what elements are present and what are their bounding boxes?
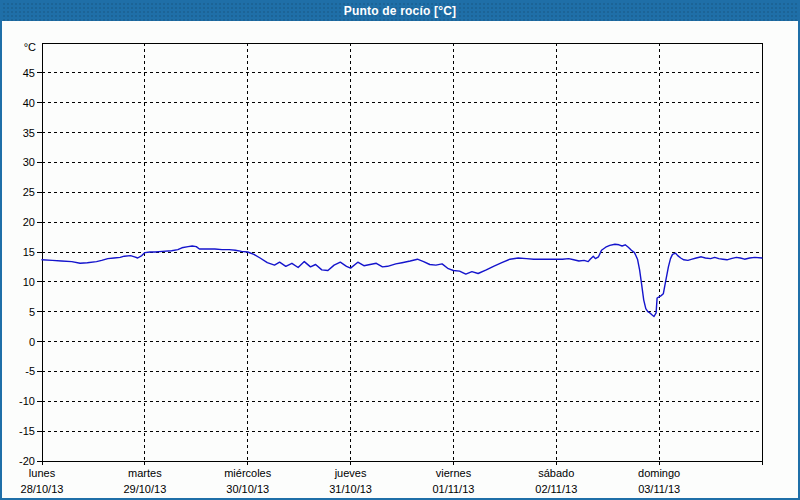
y-tick-label: 30 xyxy=(23,156,35,168)
y-tick-label: 20 xyxy=(23,216,35,228)
x-day-name-label: lunes xyxy=(29,467,56,479)
y-axis-unit-label: °C xyxy=(24,41,36,53)
x-day-date-label: 28/10/13 xyxy=(21,483,64,495)
title-bar: Punto de rocío [°C] xyxy=(2,2,798,21)
chart-title: Punto de rocío [°C] xyxy=(344,4,457,18)
x-day-date-label: 31/10/13 xyxy=(329,483,372,495)
y-tick-label: 10 xyxy=(23,276,35,288)
y-tick-label: 25 xyxy=(23,186,35,198)
x-day-date-label: 01/11/13 xyxy=(432,483,474,495)
x-day-date-label: 03/11/13 xyxy=(638,483,680,495)
y-tick-label: 40 xyxy=(23,97,35,109)
y-tick-label: -5 xyxy=(25,365,35,377)
y-tick-label: -15 xyxy=(19,425,35,437)
x-day-date-label: 30/10/13 xyxy=(226,483,269,495)
y-tick-label: 35 xyxy=(23,127,35,139)
y-tick-label: 0 xyxy=(29,336,35,348)
y-tick-label: -20 xyxy=(19,455,35,467)
dewpoint-series-line xyxy=(42,244,762,316)
y-tick-label: 15 xyxy=(23,246,35,258)
y-tick-label: -10 xyxy=(19,395,35,407)
x-day-name-label: sábado xyxy=(538,467,574,479)
x-day-date-label: 29/10/13 xyxy=(123,483,166,495)
y-tick-label: 5 xyxy=(29,306,35,318)
x-day-name-label: miércoles xyxy=(224,467,272,479)
x-day-name-label: jueves xyxy=(334,467,367,479)
dewpoint-chart: 45 40 35 30 25 20 15 10 5 0 -5 -10 -15 -20 °C lunes 28/1… xyxy=(2,2,800,500)
x-day-name-label: martes xyxy=(128,467,162,479)
y-tick-label: 45 xyxy=(23,67,35,79)
x-day-date-label: 02/11/13 xyxy=(535,483,577,495)
x-day-name-label: viernes xyxy=(436,467,472,479)
chart-window: 45 40 35 30 25 20 15 10 5 0 -5 -10 -15 -20 °C lunes 28/1… xyxy=(0,0,800,500)
x-day-name-label: domingo xyxy=(638,467,680,479)
